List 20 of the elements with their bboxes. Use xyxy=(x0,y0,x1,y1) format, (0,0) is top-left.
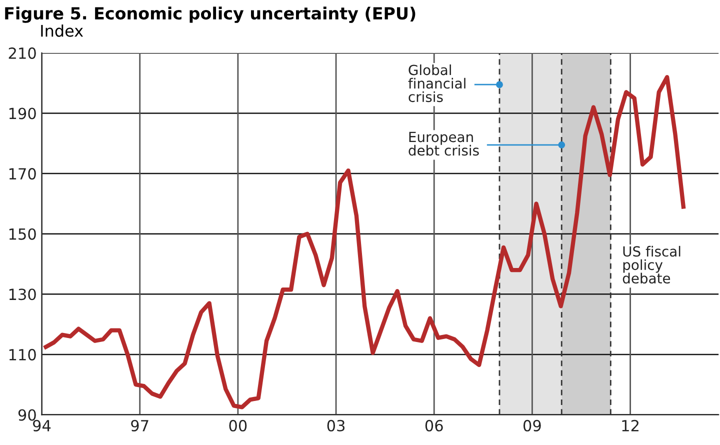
line-series xyxy=(44,74,686,410)
x-tick-label: 03 xyxy=(327,420,345,432)
y-tick-label: 130 xyxy=(9,288,36,300)
x-tick-label: 12 xyxy=(622,420,638,432)
y-axis-title: Index xyxy=(41,24,84,37)
x-tick-label: 06 xyxy=(425,420,443,432)
y-tick-label: 90 xyxy=(18,409,36,421)
band-label: European debt crisis xyxy=(408,132,479,156)
band-label: Global financial crisis xyxy=(408,64,466,102)
y-tick-label: 150 xyxy=(9,228,36,240)
y-tick-label: 190 xyxy=(9,108,36,120)
x-tick-label: 00 xyxy=(229,420,247,432)
y-tick-label: 110 xyxy=(9,348,36,360)
ref-line-label: US fiscal policy debate xyxy=(622,246,680,284)
x-tick-label: 94 xyxy=(33,420,51,432)
x-tick-label: 09 xyxy=(523,420,541,432)
x-tick-label: 97 xyxy=(131,420,148,432)
y-tick-label: 210 xyxy=(8,47,36,59)
y-tick-label: 170 xyxy=(9,168,36,180)
chart-title: Figure 5. Economic policy uncertainty (EPU) xyxy=(5,6,416,23)
